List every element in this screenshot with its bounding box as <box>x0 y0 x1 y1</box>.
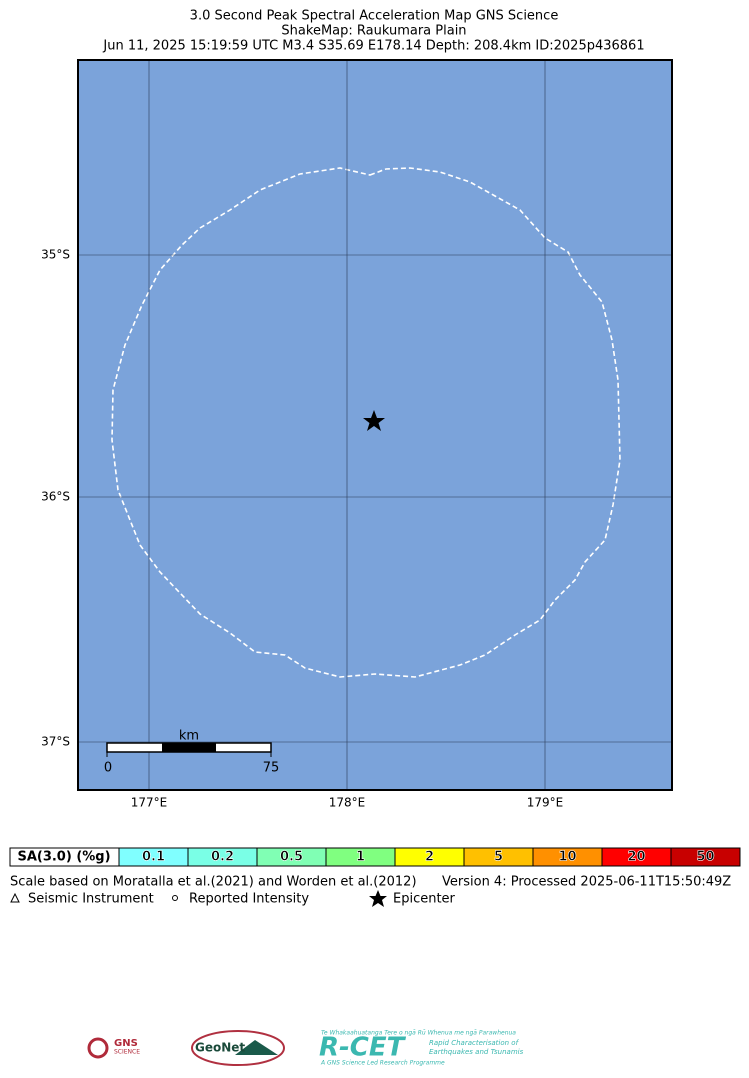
legend-bin-label: 50 <box>696 850 714 865</box>
legend-bin-label: 0.2 <box>211 850 234 865</box>
legend: SA(3.0) (%g) 0.1 0.2 0.5 1 2 5 10 20 50 <box>9 847 741 867</box>
logos: GNS SCIENCE GeoNet Te Whakaahuatanga Ter… <box>87 1030 524 1067</box>
lon-label: 177°E <box>131 796 168 810</box>
lat-label: 37°S <box>41 735 70 749</box>
intensity-icon <box>172 895 178 901</box>
lat-label: 36°S <box>41 490 70 504</box>
instrument-icon <box>10 892 20 903</box>
reference-note: Scale based on Moratalla et al.(2021) an… <box>10 875 417 890</box>
legend-bin-label: 20 <box>627 850 645 865</box>
epicenter <box>363 410 385 431</box>
legend-bin-label: 0.1 <box>142 850 165 865</box>
symbol-label: Seismic Instrument <box>28 892 154 907</box>
legend-bin <box>670 847 741 867</box>
lon-label: 178°E <box>329 796 366 810</box>
gns-logo-sub: SCIENCE <box>114 1049 140 1056</box>
map: km 0 75 35°S 36°S 37°S 177°E 178°E 179°E <box>41 59 673 810</box>
subtitle: ShakeMap: Raukumara Plain <box>281 24 466 39</box>
gns-logo: GNS <box>114 1038 138 1049</box>
rcet-desc: Earthquakes and Tsunamis <box>429 1048 524 1056</box>
geonet-mountain <box>235 1040 278 1055</box>
version-note: Version 4: Processed 2025-06-11T15:50:49… <box>442 875 731 890</box>
lon-label: 179°E <box>527 796 564 810</box>
legend-bin-label: 5 <box>494 850 503 865</box>
symbol-label: Epicenter <box>393 892 456 907</box>
geonet-logo: GeoNet <box>195 1041 245 1055</box>
rcet-top: Te Whakaahuatanga Tere o ngā Rū Whenua m… <box>321 1030 516 1037</box>
legend-bin-label: 0.5 <box>280 850 303 865</box>
scale-end: 75 <box>263 761 280 776</box>
graticule <box>78 60 672 790</box>
legend-bin-label: 10 <box>558 850 576 865</box>
lat-label: 35°S <box>41 248 70 262</box>
rcet-bottom: A GNS Science Led Research Programme <box>320 1060 445 1067</box>
rcet-desc: Rapid Characterisation of <box>429 1039 520 1047</box>
scale-start: 0 <box>104 761 112 776</box>
rcet-logo: R-CET <box>319 1033 407 1063</box>
contour <box>111 167 621 678</box>
geonet-ring <box>191 1030 285 1066</box>
epicenter-icon <box>369 890 387 907</box>
title: 3.0 Second Peak Spectral Acceleration Ma… <box>190 9 559 24</box>
legend-bin-label: 1 <box>356 850 365 865</box>
gns-icon <box>87 1037 109 1059</box>
scale-unit: km <box>179 729 199 744</box>
event-info: Jun 11, 2025 15:19:59 UTC M3.4 S35.69 E1… <box>102 39 644 54</box>
map-frame <box>77 59 673 791</box>
symbol-label: Reported Intensity <box>189 892 309 907</box>
legend-bin-label: 2 <box>425 850 434 865</box>
scale-bar-segment <box>162 743 216 752</box>
legend-label: SA(3.0) (%g) <box>17 850 110 865</box>
